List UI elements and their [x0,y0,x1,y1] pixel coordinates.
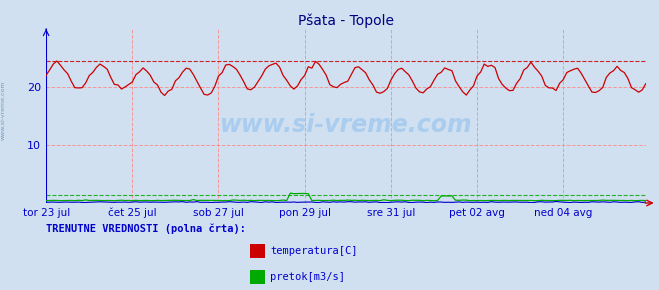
Text: www.si-vreme.com: www.si-vreme.com [1,80,6,140]
Text: pretok[m3/s]: pretok[m3/s] [270,272,345,282]
Title: Pšata - Topole: Pšata - Topole [298,13,394,28]
Text: temperatura[C]: temperatura[C] [270,246,358,256]
Text: TRENUTNE VREDNOSTI (polna črta):: TRENUTNE VREDNOSTI (polna črta): [46,224,246,234]
Text: www.si-vreme.com: www.si-vreme.com [219,113,473,137]
